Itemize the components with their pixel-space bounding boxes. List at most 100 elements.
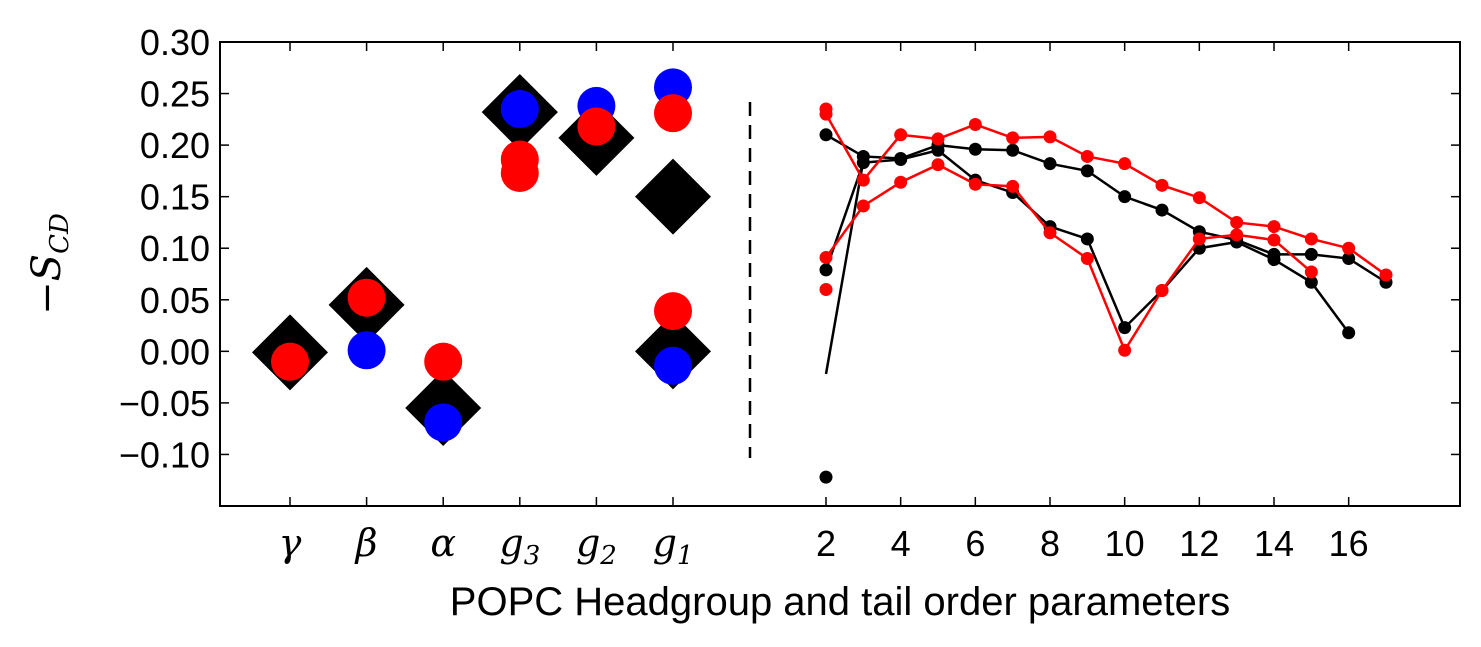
tail-black-point [1304,275,1318,289]
y-axis-label-base: −S [24,254,70,315]
x-tick-label-headgroup: γ [279,521,302,565]
x-tick-label-sub: 3 [524,541,541,571]
y-tick-label: 0.30 [140,22,210,63]
headgroup-blue-point [424,403,463,442]
x-axis-label: POPC Headgroup and tail order parameters [450,580,1230,624]
tail-red-point [856,199,870,213]
tail-black-point [1155,203,1169,217]
tail-red-point [1342,241,1356,255]
y-tick-label: 0.10 [140,228,210,269]
tail-red-point [1080,252,1094,266]
headgroup-diamond-point [635,158,711,235]
headgroup-red-point [654,292,692,331]
tail-red-point [968,177,982,191]
tail-red-point [1006,179,1020,193]
x-tick-label-sub: 2 [599,541,617,571]
x-tick-label-base: g [653,521,677,565]
headgroup-red-point [347,278,386,317]
x-tick-label-headgroup: g2 [576,521,617,571]
tail-red-point [1230,215,1244,229]
tail-black-point [819,263,833,277]
tail-red-point [1080,149,1094,163]
tail-red-point [819,102,833,116]
tail-black-point [1080,164,1094,178]
tail-red-point [1155,178,1169,192]
tail-black-point [819,128,833,142]
tail-red-point [1304,265,1318,279]
x-tick-label-tail: 4 [891,523,911,564]
x-tick-label-headgroup: g3 [499,521,540,571]
tail-red-point [894,128,908,142]
tail-red-point [1118,157,1132,171]
tail-black-point [931,143,945,157]
x-tick-label-headgroup: β [354,521,378,565]
tail-black-point [968,142,982,156]
y-tick-label: 0.15 [140,177,210,218]
tail-black-point [894,153,908,167]
tail-red-point [931,158,945,172]
headgroup-blue-point [654,346,692,385]
tail-black-point [1342,326,1356,340]
tail-black-point [1118,321,1132,335]
tail-red-point [1267,220,1281,234]
tail-red-point [894,175,908,189]
x-tick-label-headgroup: α [430,521,456,565]
tail-red-point [1043,130,1057,144]
x-tick-label-tail: 2 [816,523,836,564]
y-axis: 0.30 0.25 0.20 0.15 0.10 0.05 0.00 −0.05 −0.10 [119,22,1460,475]
plot-frame [219,41,1461,507]
x-axis: γ β α g3 g2 g1 2 4 6 8 10 12 14 16 [279,42,1369,571]
x-tick-label-base: g [499,521,523,565]
tail-black-point [1304,247,1318,261]
y-tick-label: −0.10 [119,434,210,475]
tail-red-point [1155,283,1169,297]
tail-black-point [819,470,833,484]
headgroup-red-point [424,342,463,381]
tail-red-line [824,113,1387,277]
tail-black-point [856,156,870,170]
x-tick-label-base: α [430,521,456,565]
tail-red-point [819,282,833,296]
plot-marks [252,68,1393,484]
tail-red-point [1043,226,1057,240]
headgroup-red-point [577,107,616,146]
tail-red-point [819,251,833,265]
headgroup-blue-point [347,331,386,370]
x-tick-label-tail: 16 [1329,523,1369,564]
headgroup-red-point [271,342,309,381]
x-tick-label-tail: 12 [1179,523,1219,564]
y-tick-label: 0.05 [140,280,210,321]
tail-black-point [1043,157,1057,171]
headgroup-red-point [654,94,692,133]
tail-red-point [1006,131,1020,145]
tail-black-point [1342,252,1356,266]
tail-red-point [1192,232,1206,246]
tail-red-point [856,173,870,187]
x-tick-label-base: β [354,521,378,565]
tail-red-point [1230,228,1244,242]
tail-black-point [1118,190,1132,204]
tail-red-point [931,132,945,146]
headgroup-red-point [500,153,539,192]
y-axis-label: −SCD [24,213,75,315]
x-tick-label-tail: 8 [1040,523,1060,564]
tail-black-point [1080,232,1094,246]
headgroup-blue-point [500,90,539,129]
x-tick-label-base: γ [279,521,302,565]
y-axis-label-sub: CD [45,213,75,254]
y-tick-label: 0.20 [140,125,210,166]
tail-red-point [1118,343,1132,357]
tail-black-point [1006,143,1020,157]
tail-black-point [1267,253,1281,267]
x-tick-label-base: g [576,521,600,565]
y-tick-label: 0.25 [140,74,210,115]
x-tick-label-headgroup: g1 [653,521,694,571]
x-tick-label-tail: 10 [1105,523,1145,564]
tail-red-point [1192,191,1206,205]
tail-red-point [1267,233,1281,247]
x-tick-label-tail: 6 [965,523,985,564]
x-tick-label-tail: 14 [1254,523,1294,564]
tail-extra-line [824,160,865,375]
